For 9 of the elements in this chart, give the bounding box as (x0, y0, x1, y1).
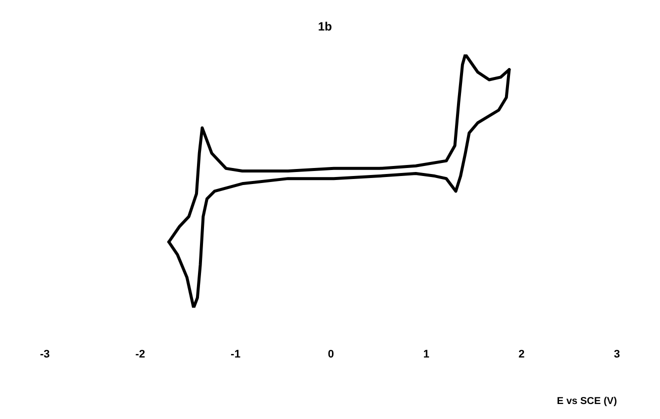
x-axis-title: E vs SCE (V) (556, 396, 617, 407)
x-tick-label: -2 (135, 348, 146, 360)
x-tick-label: -1 (230, 348, 240, 360)
x-tick-label: 3 (614, 348, 620, 360)
x-tick-label: 1 (423, 348, 430, 360)
x-tick-label: -3 (40, 348, 50, 360)
x-tick-label: 0 (328, 348, 334, 360)
x-tick-label: 2 (518, 348, 525, 360)
chart-title: 1b (318, 20, 332, 34)
